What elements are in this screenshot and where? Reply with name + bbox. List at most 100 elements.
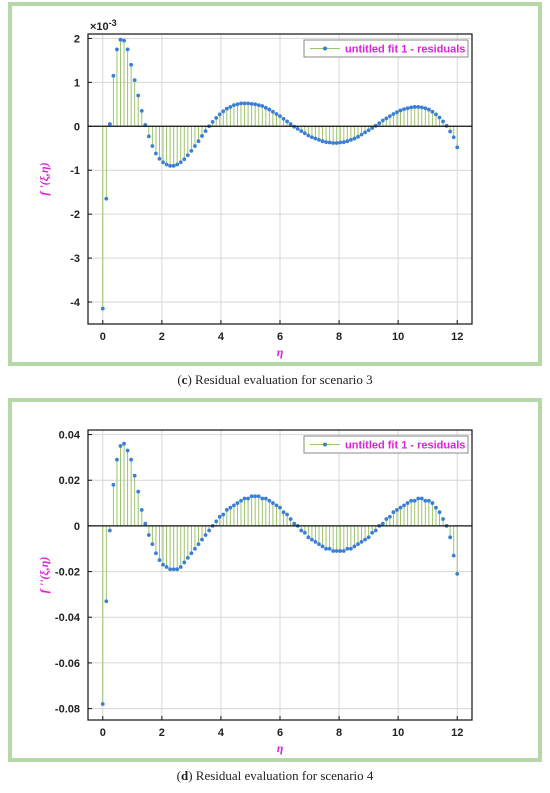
y-tick-label: 2 — [74, 33, 80, 45]
data-point — [317, 137, 321, 142]
data-point — [111, 482, 116, 487]
data-point — [285, 119, 289, 124]
data-point — [224, 508, 229, 512]
data-point — [267, 107, 272, 112]
data-point — [416, 105, 421, 109]
data-point — [111, 73, 116, 78]
data-point — [341, 140, 346, 144]
data-point — [302, 530, 307, 535]
data-point — [217, 514, 222, 519]
data-point — [441, 517, 445, 521]
data-point — [246, 101, 250, 106]
data-point — [193, 546, 197, 551]
data-point — [419, 105, 424, 110]
data-point — [441, 119, 445, 124]
data-point — [200, 134, 204, 138]
data-point — [207, 528, 212, 533]
data-point — [214, 519, 219, 524]
legend-box — [303, 435, 469, 454]
data-point — [313, 136, 318, 141]
data-point — [239, 101, 243, 106]
data-point — [100, 702, 105, 706]
data-point — [384, 116, 389, 121]
data-point — [193, 144, 197, 148]
x-tick-label: 6 — [277, 331, 283, 343]
data-point — [154, 151, 158, 156]
data-point — [331, 141, 336, 145]
data-point — [253, 494, 258, 499]
data-point — [189, 148, 194, 153]
chart-panel-scenario-4: 0 2 4 6 8 10 12 0.04 0.02 0 -0.02 -0.04 -0.06 -0.08 η f… — [8, 398, 542, 762]
legend-entry: untitled fit 1 - residuals — [345, 44, 465, 56]
data-point — [125, 448, 130, 453]
data-point — [380, 118, 385, 123]
x-tick-label: 12 — [451, 727, 463, 739]
data-point — [171, 567, 176, 572]
data-point — [278, 114, 282, 119]
data-point — [150, 144, 155, 148]
data-point — [356, 134, 360, 139]
data-point — [136, 489, 141, 494]
data-point — [104, 196, 109, 201]
data-point — [405, 106, 410, 111]
data-point — [189, 551, 194, 556]
data-point — [423, 498, 428, 503]
data-point — [221, 109, 226, 114]
y-tick-label: 1 — [74, 77, 80, 89]
data-point — [175, 567, 180, 572]
data-point — [185, 153, 190, 158]
caption-letter: d — [180, 768, 189, 783]
data-point — [306, 133, 311, 138]
data-point — [150, 542, 155, 547]
data-point — [232, 103, 236, 108]
data-point — [341, 549, 346, 553]
data-point — [168, 163, 173, 168]
data-point — [387, 114, 392, 119]
data-point — [426, 498, 431, 503]
data-point — [327, 140, 332, 145]
data-point — [455, 571, 460, 576]
data-point — [366, 535, 371, 540]
data-point — [412, 105, 417, 109]
data-point — [331, 549, 336, 553]
data-point — [271, 109, 275, 114]
data-point — [115, 457, 119, 462]
data-point — [387, 514, 392, 519]
x-tick-label: 8 — [336, 727, 342, 739]
data-point — [359, 132, 364, 137]
data-point — [437, 115, 442, 120]
data-point — [118, 37, 123, 42]
y-tick-label: -1 — [70, 165, 80, 177]
data-point — [157, 156, 162, 161]
caption-text: Residual evaluation for scenario 3 — [191, 372, 373, 387]
caption-letter: c — [181, 372, 188, 387]
data-point — [260, 104, 265, 108]
data-point — [384, 517, 389, 521]
x-tick-label: 8 — [336, 331, 342, 343]
data-point — [132, 473, 137, 478]
y-tick-label: -3 — [70, 253, 80, 265]
data-point — [242, 496, 247, 501]
y-tick-label: 0.04 — [59, 430, 81, 442]
data-point — [391, 510, 396, 515]
data-point — [249, 101, 254, 106]
data-point — [232, 503, 236, 508]
data-point — [334, 141, 339, 145]
data-point — [274, 503, 279, 508]
data-point — [104, 599, 109, 604]
data-point — [405, 501, 410, 505]
data-point — [430, 501, 435, 505]
data-point — [451, 135, 456, 140]
caption-text: Residual evaluation for scenario 4 — [192, 768, 374, 783]
data-point — [348, 137, 353, 142]
data-point — [295, 127, 300, 131]
data-point — [146, 134, 151, 139]
caption-scenario-3: (c) Residual evaluation for scenario 3 — [177, 372, 373, 387]
data-point — [434, 505, 438, 510]
data-point — [139, 508, 144, 512]
y-tick-label: -0.06 — [55, 658, 80, 670]
data-point — [107, 528, 112, 533]
data-point — [366, 128, 371, 133]
data-point — [143, 521, 148, 526]
